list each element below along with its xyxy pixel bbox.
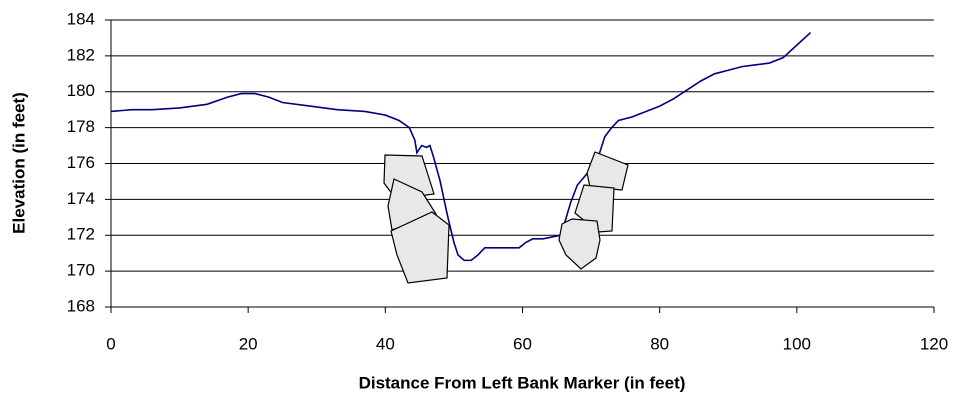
x-tick-label: 40 [376,334,395,353]
rock [558,218,601,270]
x-tick-label: 80 [650,334,669,353]
y-tick-label: 168 [67,296,95,315]
x-tick-label: 120 [920,334,948,353]
x-tick-label: 60 [513,334,532,353]
y-axis-title: Elevation (in feet) [9,92,28,234]
y-tick-label: 184 [67,9,95,28]
x-tick-label: 0 [106,334,115,353]
rocks [383,151,629,284]
y-tick-label: 178 [67,117,95,136]
data-line [110,31,812,262]
y-tick-label: 182 [67,45,95,64]
y-tick-label: 174 [67,189,95,208]
y-tick-label: 176 [67,153,95,172]
y-tick-label: 180 [67,81,95,100]
y-tick-label: 172 [67,225,95,244]
x-tick-label: 100 [783,334,811,353]
rock [390,211,450,284]
x-tick-label: 20 [239,334,258,353]
x-axis-title: Distance From Left Bank Marker (in feet) [359,373,686,392]
y-tick-label: 170 [67,261,95,280]
rock [586,151,629,191]
